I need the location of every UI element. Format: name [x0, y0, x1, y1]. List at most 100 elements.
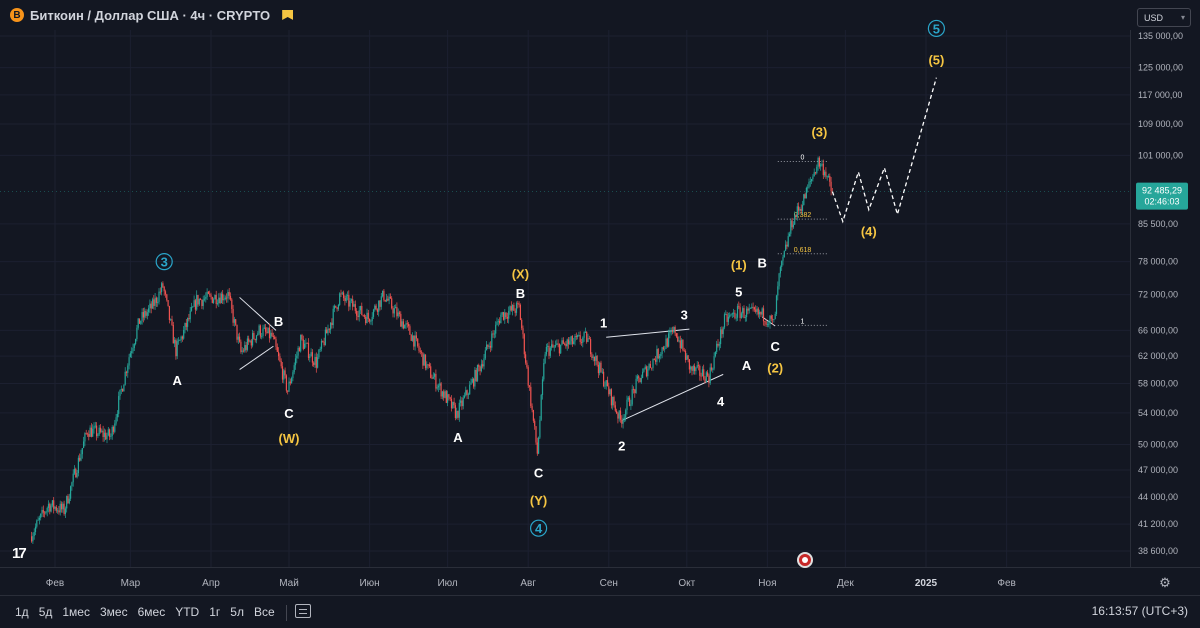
candle-body: [664, 348, 666, 350]
candle-body: [189, 310, 191, 320]
candle-body: [141, 312, 143, 321]
candle-body: [393, 308, 395, 314]
range-6m-button[interactable]: 6мес: [137, 605, 166, 619]
candle-body: [488, 345, 490, 347]
candle-body: [417, 338, 419, 346]
gear-icon[interactable]: ⚙: [1159, 575, 1171, 590]
economic-event-icon[interactable]: [797, 552, 813, 568]
candle-body: [388, 296, 390, 301]
candle-body: [336, 307, 338, 310]
candle-body: [486, 344, 488, 351]
candle-body: [655, 359, 657, 362]
candle-body: [643, 368, 645, 372]
candle-body: [341, 292, 343, 294]
candle-body: [406, 323, 408, 325]
candle-body: [799, 208, 801, 211]
candle-body: [733, 312, 735, 314]
candle-body: [479, 366, 481, 372]
candle-body: [718, 344, 720, 346]
candle-body: [707, 372, 709, 376]
range-ytd-button[interactable]: YTD: [175, 605, 200, 619]
candle-body: [58, 510, 60, 513]
candle-body: [233, 319, 235, 323]
candle-body: [255, 335, 258, 341]
candle-body: [385, 298, 388, 302]
candle-body: [46, 507, 48, 512]
flag-icon[interactable]: [282, 10, 294, 20]
wave-label: (W): [279, 431, 300, 446]
range-1d-button[interactable]: 1д: [15, 605, 29, 619]
candle-body: [778, 273, 780, 287]
candle-body: [85, 433, 87, 435]
candle-body: [674, 327, 676, 334]
candle-body: [591, 354, 593, 358]
candle-body: [110, 436, 112, 437]
candle-body: [293, 365, 295, 373]
candle-body: [292, 372, 294, 379]
price-chart[interactable]: 0 0,382 0,618 1 3 A B C (W) (X) B A C (Y) 4 1 2 3 4 5 (1) A B…: [0, 0, 1200, 595]
candle-body: [112, 426, 115, 432]
range-5y-button[interactable]: 5л: [230, 605, 244, 619]
candle-body: [635, 378, 637, 393]
candle-body: [415, 335, 417, 339]
candle-body: [432, 376, 434, 379]
candle-body: [211, 297, 213, 303]
candle-body: [33, 532, 35, 537]
range-1m-button[interactable]: 1мес: [62, 605, 90, 619]
candle-body: [723, 314, 726, 328]
candle-body: [50, 505, 52, 512]
candle-body: [414, 335, 416, 347]
candle-body: [500, 314, 502, 324]
candle-body: [151, 299, 154, 309]
candle-body: [135, 338, 137, 345]
candle-body: [118, 396, 120, 414]
range-all-button[interactable]: Все: [253, 605, 275, 619]
candle-body: [678, 340, 680, 342]
tradingview-logo-icon[interactable]: 17: [12, 545, 27, 562]
candle-body: [36, 520, 38, 527]
candle-body: [519, 304, 521, 320]
candle-body: [813, 172, 815, 177]
candle-body: [449, 397, 451, 399]
candle-body: [324, 329, 326, 345]
candle-body: [671, 330, 674, 332]
currency-selector[interactable]: USD ▾: [1137, 8, 1191, 27]
price-tick-label: 117 000,00: [1138, 90, 1182, 100]
candle-body: [727, 316, 729, 322]
candle-body: [515, 303, 518, 313]
candle-body: [735, 317, 737, 319]
symbol-title[interactable]: Биткоин / Доллар США · 4ч · CRYPTO: [30, 7, 271, 23]
candle-body: [599, 362, 601, 374]
candle-body: [561, 340, 563, 345]
range-5d-button[interactable]: 5д: [38, 605, 53, 619]
wave-label: (X): [512, 266, 529, 281]
candle-body: [170, 319, 172, 321]
candle-body: [391, 298, 393, 309]
candle-body: [38, 517, 40, 520]
candle-body: [370, 320, 372, 322]
candle-body: [88, 434, 90, 437]
candle-body: [506, 317, 508, 319]
clock[interactable]: 16:13:57 (UTC+3): [1091, 604, 1188, 618]
candle-body: [690, 366, 692, 370]
range-1y-button[interactable]: 1г: [209, 605, 221, 619]
time-tick-label: Фев: [997, 578, 1015, 589]
candle-body: [787, 236, 789, 247]
candle-body: [311, 352, 313, 363]
candle-body: [564, 343, 566, 345]
candle-body: [272, 336, 274, 337]
range-3m-button[interactable]: 3мес: [99, 605, 128, 619]
candle-body: [315, 356, 317, 368]
date-range-icon[interactable]: [294, 604, 311, 618]
price-axis: 135 000,00 125 000,00 117 000,00 109 000,00…: [1138, 31, 1183, 556]
time-tick-label: Окт: [678, 578, 695, 589]
candle-body: [621, 419, 623, 424]
bar-countdown-label: 02:46:03: [1144, 197, 1179, 207]
candle-body: [681, 339, 683, 349]
candle-body: [759, 311, 761, 315]
candle-body: [101, 430, 103, 432]
candle-body: [296, 355, 298, 359]
candle-body: [426, 364, 428, 369]
candle-body: [259, 325, 261, 337]
price-tick-label: 66 000,00: [1138, 325, 1178, 335]
